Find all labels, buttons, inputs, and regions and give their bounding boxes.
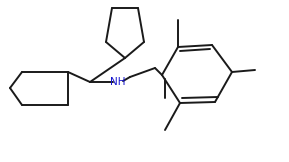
Text: NH: NH bbox=[110, 77, 126, 87]
